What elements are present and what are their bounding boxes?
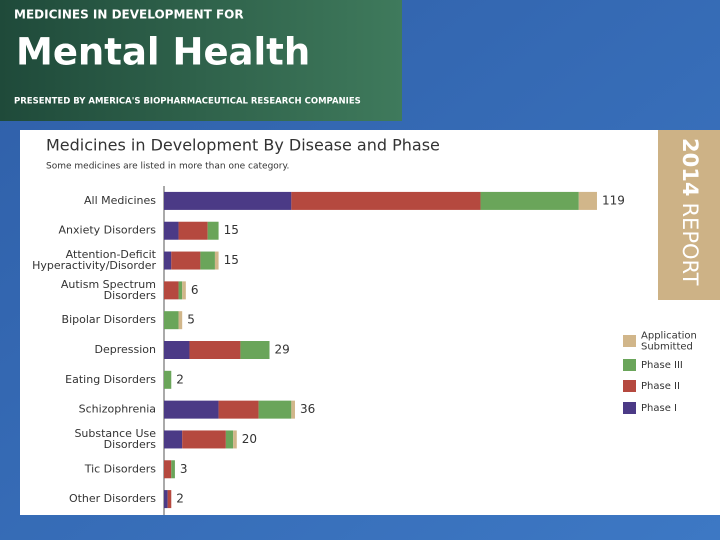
bar-segment [164,311,179,330]
legend-swatch [623,402,636,414]
y-tick-label: Eating Disorders [65,373,156,386]
bar-segment [164,370,172,389]
bar-segment [167,490,172,509]
total-label: 5 [187,313,195,327]
y-tick-label: Other Disorders [69,492,156,505]
bar-segment [178,311,183,330]
y-tick-label: Substance Use Disorders [74,427,156,451]
bar-segment [182,281,186,300]
bar-segment [480,191,579,210]
bar-segment [164,191,292,210]
bar-segment [240,341,270,359]
legend-label: Phase III [641,360,683,371]
text-line: Substance Use [74,427,156,440]
text-line: Hyperactivity/Disorder [32,259,156,272]
y-tick-label: All Medicines [84,194,156,207]
total-label: 36 [300,402,315,416]
bar-segment [178,221,208,240]
total-label: 119 [602,193,625,207]
text-line: Submitted [641,342,693,353]
bar-segment [214,251,219,270]
bar-segment [171,460,175,479]
total-label: 15 [224,223,239,237]
legend-swatch [623,359,636,371]
legend-label: Application Submitted [641,331,697,353]
bar-segment [578,191,597,210]
report-text: 2014 REPORT [678,138,702,286]
y-tick-label: Schizophrenia [79,403,156,416]
banner-title: Mental Health [16,31,310,74]
bar-segment [233,430,237,449]
report-label: REPORT [678,202,702,285]
text-line: Disorders [104,438,157,451]
bar-segment [164,221,179,240]
total-label: 6 [191,283,199,297]
chart-subtitle: Some medicines are listed in more than o… [46,162,289,172]
text-line: Application [641,331,697,342]
legend-label: Phase II [641,381,680,392]
bar-segment [225,430,234,449]
total-label: 20 [242,432,257,446]
total-label: 2 [176,372,184,386]
report-year: 2014 [678,138,702,196]
total-label: 29 [275,343,290,357]
bar-segment [200,251,215,270]
bar-segment [164,281,179,300]
bar-segment [207,221,219,240]
bar-segment [218,400,259,419]
text-line: Autism Spectrum [61,278,156,291]
text-line: Attention-Deficit [66,248,157,261]
y-tick-label: Autism Spectrum Disorders [61,278,156,302]
y-tick-label: Bipolar Disorders [62,313,157,326]
banner-kicker: MEDICINES IN DEVELOPMENT FOR [14,8,244,22]
total-label: 2 [176,492,184,506]
bar-segment [178,281,183,300]
y-tick-label: Anxiety Disorders [59,224,157,237]
bar-segment [164,490,168,509]
report-strip [658,130,720,300]
total-label: 3 [180,462,188,476]
bar-segment [291,400,295,419]
bar-segment [189,341,241,359]
legend-label: Phase I [641,403,677,414]
total-label: 15 [224,253,239,267]
bar-segment [164,460,172,479]
bar-segment [258,400,292,419]
banner [0,0,402,121]
bar-segment [164,341,190,359]
text-line: Disorders [104,289,157,302]
legend-swatch [623,335,636,347]
bar-segment [291,191,481,210]
bar-segment [182,430,226,449]
bar-segment [171,251,201,270]
legend-swatch [623,380,636,392]
bar-segment [164,251,172,270]
y-tick-label: Depression [95,343,157,356]
chart-title: Medicines in Development By Disease and … [46,136,440,155]
bar-segment [164,400,219,419]
y-tick-label: Tic Disorders [84,462,157,475]
y-tick-label: Attention-Deficit Hyperactivity/Disorder [32,248,157,272]
banner-presenter: PRESENTED BY AMERICA'S BIOPHARMACEUTICAL… [14,97,361,107]
bar-segment [164,430,183,449]
